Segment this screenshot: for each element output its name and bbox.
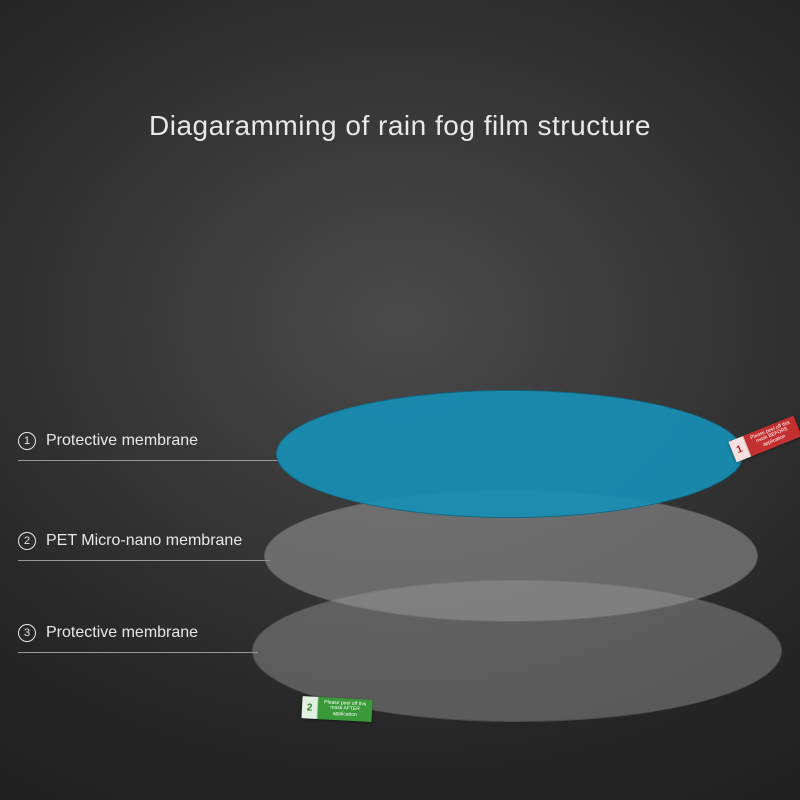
label-row-1: 1 Protective membrane bbox=[18, 432, 198, 450]
label-number-2: 2 bbox=[18, 532, 36, 550]
diagram-title: Diagaramming of rain fog film structure bbox=[0, 110, 800, 142]
label-row-2: 2 PET Micro-nano membrane bbox=[18, 532, 242, 550]
label-text-1: Protective membrane bbox=[46, 432, 198, 450]
label-text-3: Protective membrane bbox=[46, 624, 198, 642]
label-number-3: 3 bbox=[18, 624, 36, 642]
label-text-2: PET Micro-nano membrane bbox=[46, 532, 242, 550]
peel-tab-2: 2 Please peel off this mask AFTER applic… bbox=[301, 696, 372, 722]
peel-tab-2-number: 2 bbox=[301, 696, 318, 719]
peel-tab-1-text: Please peel off this mask BEFORE applica… bbox=[743, 416, 800, 457]
label-underline-3 bbox=[18, 652, 258, 653]
layer-1-ellipse bbox=[276, 390, 744, 518]
label-underline-1 bbox=[18, 460, 282, 461]
label-underline-2 bbox=[18, 560, 270, 561]
peel-tab-1: 1 Please peel off this mask BEFORE appli… bbox=[728, 416, 800, 463]
label-number-1: 1 bbox=[18, 432, 36, 450]
peel-tab-2-text: Please peel off this mask AFTER applicat… bbox=[317, 697, 372, 722]
label-row-3: 3 Protective membrane bbox=[18, 624, 198, 642]
